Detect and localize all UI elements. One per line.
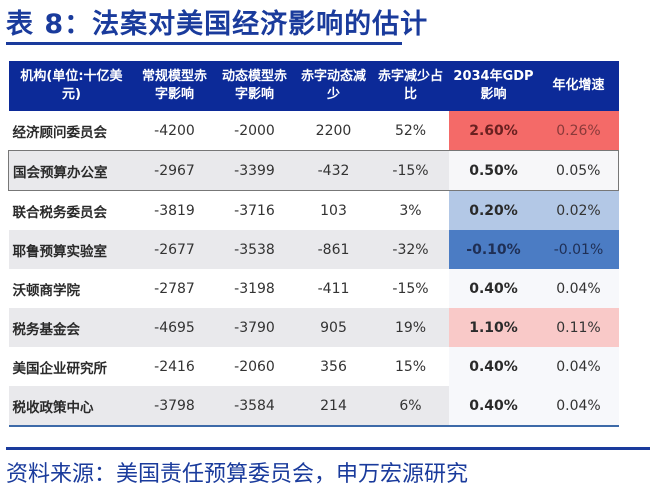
cell-annual: 0.26% [538,111,619,151]
cell-org: 耶鲁预算实验室 [8,230,135,269]
cell-org: 国会预算办公室 [8,150,135,191]
cell-org: 联合税务委员会 [12,204,108,221]
cell-share: -15% [392,280,429,297]
table-row: 国会预算办公室 -2967 -3399 -432 -15% 0.50% 0.05% [8,150,619,191]
cell-reduction: 2200 [315,122,352,139]
cell-org: 税收政策中心 [8,386,135,427]
cell-gdp2034: 2.60% [448,111,539,151]
header-reduction: 赤字动态减少 [294,61,373,111]
cell-org: 美国企业研究所 [12,360,108,377]
title-underline [6,42,402,45]
cell-gdp2034: 0.50% [448,150,539,191]
header-org: 机构(单位:十亿美元) [8,61,135,111]
header-share: 赤字减少占比 [372,61,449,111]
cell-dynamic: -3584 [214,386,295,427]
cell-reduction: -411 [317,280,350,297]
cell-org: 沃顿商学院 [12,282,81,299]
economic-impact-table: 机构(单位:十亿美元) 常规模型赤字影响 动态模型赤字影响 赤字动态减少 赤字减… [8,61,619,427]
table-row: 美国企业研究所 -2416 -2060 356 15% 0.40% 0.04% [9,347,619,386]
cell-annual: 0.05% [538,150,619,191]
cell-annual: 0.02% [538,190,619,230]
header-static: 常规模型赤字影响 [134,61,215,111]
table-row: 税务基金会 -4695 -3790 905 19% 1.10% 0.11% [8,308,619,347]
cell-share: 3% [399,202,422,219]
header-annual: 年化增速 [538,61,619,111]
header-row: 机构(单位:十亿美元) 常规模型赤字影响 动态模型赤字影响 赤字动态减少 赤字减… [8,61,619,111]
cell-static: -3798 [134,386,215,427]
cell-org: 税务基金会 [8,308,135,347]
cell-dynamic: -3538 [214,230,295,269]
cell-static: -2416 [154,358,195,375]
cell-dynamic: -3198 [234,280,275,297]
cell-annual: 0.11% [538,308,619,347]
cell-static: -2677 [134,230,215,269]
cell-dynamic: -3716 [234,202,275,219]
cell-gdp2034: 0.40% [448,347,539,386]
table-title: 表 8：法案对美国经济影响的估计 [6,9,429,40]
cell-dynamic: -2060 [234,358,275,375]
cell-reduction: 103 [320,202,347,219]
cell-reduction: 214 [294,386,373,427]
cell-share: 6% [372,386,449,427]
cell-annual: 0.04% [538,269,619,308]
cell-reduction: 905 [294,308,373,347]
cell-gdp2034: 1.10% [448,308,539,347]
cell-dynamic: -3399 [214,150,295,191]
source-note: 资料来源：美国责任预算委员会，申万宏源研究 [6,462,469,487]
cell-reduction: 356 [320,358,347,375]
cell-annual: -0.01% [538,230,619,269]
cell-org: 经济顾问委员会 [12,124,108,141]
header-dynamic: 动态模型赤字影响 [214,61,295,111]
cell-gdp2034: -0.10% [448,230,539,269]
cell-static: -4200 [154,122,195,139]
cell-share: 15% [394,358,427,375]
cell-share: 52% [394,122,427,139]
cell-dynamic: -3790 [214,308,295,347]
table-row: 耶鲁预算实验室 -2677 -3538 -861 -32% -0.10% -0.01% [8,230,619,269]
cell-static: -2787 [154,280,195,297]
header-gdp2034: 2034年GDP影响 [448,61,539,111]
cell-share: 19% [372,308,449,347]
cell-share: -15% [372,150,449,191]
table-row: 税收政策中心 -3798 -3584 214 6% 0.40% 0.04% [8,386,619,427]
table-row: 沃顿商学院 -2787 -3198 -411 -15% 0.40% 0.04% [9,269,619,308]
cell-gdp2034: 0.40% [448,386,539,427]
cell-static: -4695 [134,308,215,347]
cell-annual: 0.04% [538,386,619,427]
cell-gdp2034: 0.40% [448,269,539,308]
cell-reduction: -861 [294,230,373,269]
footer-rule [6,447,650,450]
cell-gdp2034: 0.20% [448,190,539,230]
cell-annual: 0.04% [538,347,619,386]
table-row: 联合税务委员会 -3819 -3716 103 3% 0.20% 0.02% [9,190,619,230]
cell-dynamic: -2000 [234,122,275,139]
cell-reduction: -432 [294,150,373,191]
cell-static: -3819 [154,202,195,219]
cell-static: -2967 [134,150,215,191]
cell-share: -32% [372,230,449,269]
table-row: 经济顾问委员会 -4200 -2000 2200 52% 2.60% 0.26% [9,111,619,151]
